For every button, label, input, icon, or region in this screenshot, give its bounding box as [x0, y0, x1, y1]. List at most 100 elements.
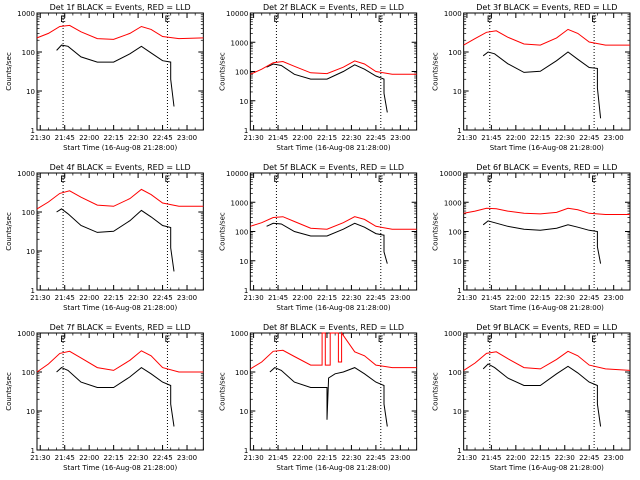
x-tick-label: 23:00: [604, 454, 624, 462]
x-tick-label: 22:00: [79, 134, 99, 142]
x-tick-label: 21:45: [55, 454, 75, 462]
event-marker-label: E: [378, 175, 384, 185]
panel-title: Det 6f BLACK = Events, RED = LLD: [476, 163, 617, 172]
x-tick-label: 22:00: [506, 454, 526, 462]
plot-frame: [463, 332, 631, 451]
panel-title: Det 7f BLACK = Events, RED = LLD: [50, 323, 191, 332]
events-series-line: [56, 44, 175, 107]
x-tick-label: 22:15: [317, 134, 337, 142]
y-tick-label: 100: [448, 369, 461, 377]
x-tick-label: 23:00: [177, 294, 197, 302]
panel-title: Det 8f BLACK = Events, RED = LLD: [263, 323, 404, 332]
x-tick-label: 22:45: [152, 294, 172, 302]
y-tick-label: 1: [244, 127, 248, 135]
x-tick-label: 21:45: [481, 134, 501, 142]
x-tick-label: 21:30: [457, 454, 477, 462]
y-tick-label: 100: [448, 49, 461, 57]
event-marker-label: E: [164, 15, 170, 25]
plot-frame: [463, 172, 631, 291]
x-tick-label: 22:30: [128, 454, 148, 462]
y-tick-label: 10000: [226, 170, 248, 178]
event-marker-label: E: [591, 335, 597, 345]
x-tick-label: 21:30: [243, 134, 263, 142]
event-marker-label: E: [591, 15, 597, 25]
x-tick-label: 22:00: [292, 294, 312, 302]
x-axis-title: Start Time (16-Aug-08 21:28:00): [490, 304, 604, 312]
x-axis-title: Start Time (16-Aug-08 21:28:00): [276, 144, 390, 152]
detector-panel: Det 4f BLACK = Events, RED = LLD 1 10 100 10…: [5, 163, 204, 312]
x-tick-label: 22:15: [530, 294, 550, 302]
plot-frame: [36, 12, 204, 131]
y-tick-label: 1: [244, 287, 248, 295]
y-tick-label: 10: [239, 98, 248, 106]
y-tick-label: 1: [457, 287, 461, 295]
detector-panel: Det 9f BLACK = Events, RED = LLD 1 10 100 10…: [432, 323, 631, 472]
x-tick-label: 22:15: [317, 294, 337, 302]
x-axis-title: Start Time (16-Aug-08 21:28:00): [490, 464, 604, 472]
y-axis-title: Counts/sec: [218, 212, 226, 251]
lld-series-line: [36, 24, 204, 40]
lld-series-line: [36, 188, 204, 210]
event-marker-label: E: [60, 335, 66, 345]
y-tick-label: 10000: [226, 10, 248, 18]
x-tick-label: 21:45: [481, 294, 501, 302]
lld-series-line: [463, 207, 630, 215]
y-axis-title: Counts/sec: [432, 212, 440, 251]
y-tick-label: 1000: [17, 330, 35, 338]
y-tick-label: 100: [235, 69, 248, 77]
x-tick-label: 22:45: [152, 454, 172, 462]
x-tick-label: 22:15: [104, 294, 124, 302]
lld-series-line: [463, 28, 630, 46]
event-marker-label: E: [164, 335, 170, 345]
x-tick-label: 22:15: [104, 134, 124, 142]
y-tick-label: 1000: [17, 10, 35, 18]
event-marker-label: E: [378, 335, 384, 345]
plot-frame: [249, 172, 418, 291]
lld-series-line: [250, 331, 417, 370]
events-series-line: [482, 363, 602, 427]
x-tick-label: 22:30: [555, 134, 575, 142]
x-tick-label: 22:30: [555, 294, 575, 302]
x-tick-label: 22:30: [128, 294, 148, 302]
y-tick-label: 1: [31, 127, 35, 135]
y-tick-label: 1000: [231, 199, 249, 207]
events-series-line: [56, 366, 175, 427]
x-tick-label: 22:00: [506, 134, 526, 142]
x-tick-label: 23:00: [604, 294, 624, 302]
x-tick-label: 23:00: [390, 134, 410, 142]
y-tick-label: 10000: [439, 170, 461, 178]
event-marker-label: E: [487, 335, 493, 345]
event-marker-label: E: [60, 15, 66, 25]
x-tick-label: 23:00: [177, 134, 197, 142]
events-series-line: [266, 222, 388, 264]
y-tick-label: 1: [31, 447, 35, 455]
y-tick-label: 1000: [231, 330, 249, 338]
x-tick-label: 22:00: [506, 294, 526, 302]
x-tick-label: 21:45: [55, 134, 75, 142]
x-axis-title: Start Time (16-Aug-08 21:28:00): [63, 144, 177, 152]
y-axis-title: Counts/sec: [218, 52, 226, 91]
x-axis-title: Start Time (16-Aug-08 21:28:00): [276, 304, 390, 312]
x-tick-label: 21:30: [243, 454, 263, 462]
y-tick-label: 10: [453, 408, 462, 416]
y-tick-label: 10: [453, 258, 462, 266]
y-tick-label: 1: [457, 447, 461, 455]
events-series-line: [56, 208, 175, 272]
plot-frame: [249, 332, 418, 451]
x-tick-label: 22:00: [292, 454, 312, 462]
panel-title: Det 4f BLACK = Events, RED = LLD: [50, 163, 191, 172]
y-axis-title: Counts/sec: [432, 52, 440, 91]
events-series-line: [269, 367, 388, 427]
x-tick-label: 22:00: [292, 134, 312, 142]
panel-title: Det 2f BLACK = Events, RED = LLD: [263, 3, 404, 12]
y-tick-label: 10: [26, 408, 35, 416]
panel-title: Det 3f BLACK = Events, RED = LLD: [476, 3, 617, 12]
x-tick-label: 22:45: [366, 454, 386, 462]
y-tick-label: 1000: [444, 330, 462, 338]
y-tick-label: 100: [235, 369, 248, 377]
x-tick-label: 21:30: [30, 454, 50, 462]
plot-frame: [36, 172, 204, 291]
y-tick-label: 1: [457, 127, 461, 135]
lld-series-line: [250, 60, 417, 75]
